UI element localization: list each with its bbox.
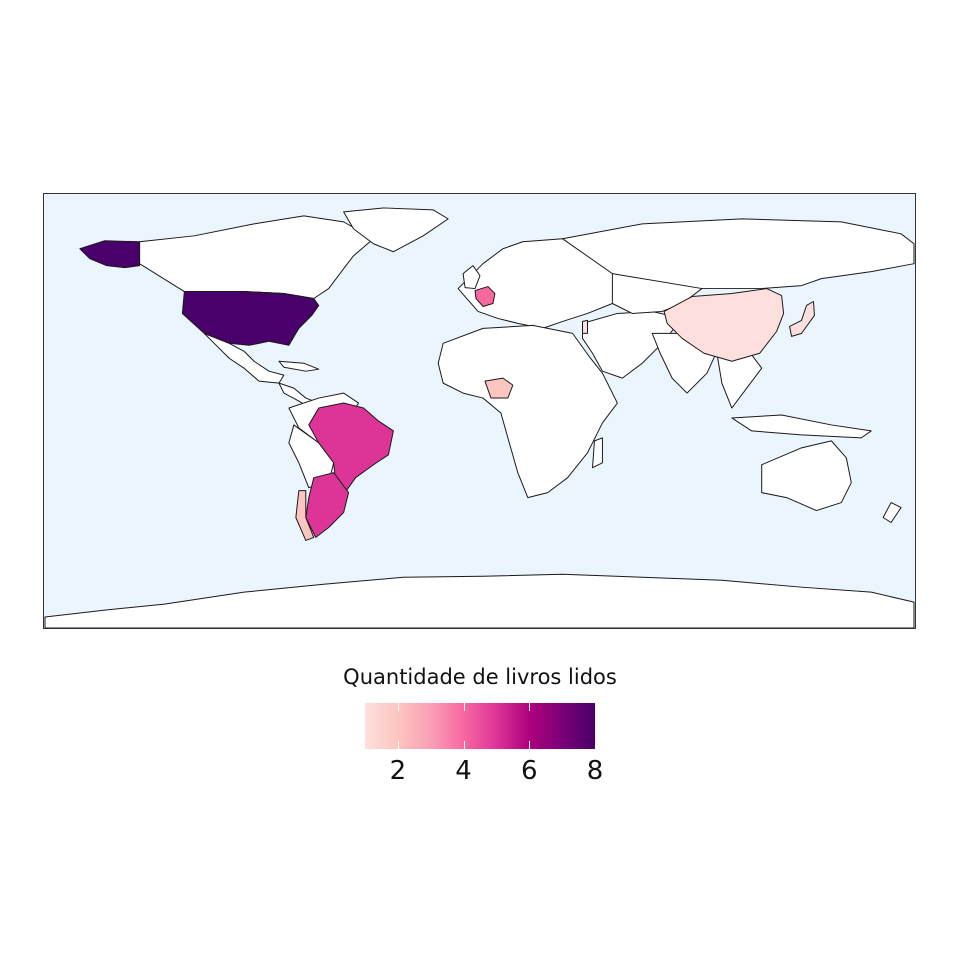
- legend-tick-mark: [463, 703, 465, 711]
- country-argentina: [305, 472, 350, 538]
- legend-colorbar: [365, 703, 595, 749]
- country-france: [474, 286, 496, 307]
- caribbean: [278, 360, 320, 372]
- africa: [437, 324, 618, 499]
- legend-tick-mark: [463, 741, 465, 749]
- legend-tick-mark: [397, 741, 399, 749]
- uk: [462, 265, 481, 290]
- legend-tick-label: 4: [455, 756, 472, 786]
- land-data: [79, 240, 815, 541]
- legend-tick-mark: [595, 741, 596, 749]
- country-usa-alaska: [79, 240, 141, 269]
- map-panel: [43, 193, 916, 629]
- legend-title: Quantidade de livros lidos: [343, 665, 617, 689]
- country-brazil: [308, 402, 394, 496]
- legend: Quantidade de livros lidos 2 4 6 8: [0, 660, 960, 800]
- world-map: [44, 207, 915, 628]
- country-nigeria: [484, 377, 514, 399]
- country-mexico: [203, 332, 285, 384]
- legend-tick-mark: [595, 703, 596, 711]
- legend-tick-mark: [529, 741, 531, 749]
- land-base: [44, 207, 915, 628]
- australia: [761, 440, 852, 512]
- country-chile: [295, 490, 315, 541]
- legend-tick-mark: [529, 703, 531, 711]
- legend-tick-label: 8: [586, 756, 604, 786]
- antarctica: [44, 573, 915, 628]
- legend-tick-label: 6: [521, 756, 538, 786]
- country-china: [663, 288, 785, 362]
- country-usa-contiguous: [181, 291, 320, 346]
- indonesia: [731, 414, 872, 439]
- legend-tick-mark: [397, 703, 399, 711]
- new-zealand: [882, 502, 902, 523]
- country-israel: [582, 319, 588, 334]
- country-japan: [789, 301, 815, 337]
- country-canada: [139, 215, 374, 300]
- legend-tick-label: 2: [389, 756, 407, 786]
- madagascar: [591, 437, 603, 469]
- greenland: [343, 207, 449, 253]
